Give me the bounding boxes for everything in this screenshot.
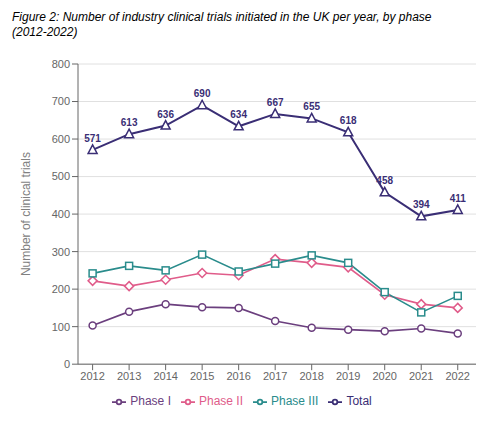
svg-text:2014: 2014 [153, 370, 177, 382]
html-text:Phase III: Phase III [271, 394, 319, 409]
svg-text:571: 571 [84, 133, 101, 144]
svg-text:618: 618 [340, 115, 357, 126]
svg-text:2013: 2013 [117, 370, 141, 382]
svg-text:2019: 2019 [336, 370, 360, 382]
svg-text:800: 800 [52, 58, 70, 70]
svg-text:2012: 2012 [80, 370, 104, 382]
html-text:Total: Total [346, 394, 372, 409]
svg-text:2021: 2021 [409, 370, 433, 382]
html-text:(2012-2022): (2012-2022) [12, 25, 78, 39]
svg-text:Number of clinical trials: Number of clinical trials [19, 152, 33, 276]
svg-text:690: 690 [194, 88, 211, 99]
svg-text:636: 636 [157, 109, 174, 120]
svg-text:613: 613 [121, 117, 138, 128]
svg-text:2015: 2015 [190, 370, 214, 382]
html-text:Phase I: Phase I [130, 394, 171, 409]
svg-text:2020: 2020 [372, 370, 396, 382]
svg-text:200: 200 [52, 283, 70, 295]
html-text:Figure 2: Number of industry c: Figure 2: Number of industry clinical tr… [12, 10, 432, 24]
svg-text:394: 394 [413, 199, 430, 210]
svg-text:2022: 2022 [446, 370, 470, 382]
svg-text:2018: 2018 [299, 370, 323, 382]
svg-text:300: 300 [52, 246, 70, 258]
svg-text:600: 600 [52, 133, 70, 145]
svg-text:634: 634 [230, 109, 247, 120]
svg-text:655: 655 [303, 101, 320, 112]
svg-text:700: 700 [52, 95, 70, 107]
html-text:Phase II: Phase II [199, 394, 243, 409]
svg-text:500: 500 [52, 170, 70, 182]
svg-text:411: 411 [450, 193, 467, 204]
svg-text:667: 667 [267, 97, 284, 108]
svg-text:2017: 2017 [263, 370, 287, 382]
svg-text:2016: 2016 [226, 370, 250, 382]
svg-text:458: 458 [376, 175, 393, 186]
svg-text:400: 400 [52, 208, 70, 220]
svg-text:100: 100 [52, 321, 70, 333]
svg-text:0: 0 [64, 358, 70, 370]
